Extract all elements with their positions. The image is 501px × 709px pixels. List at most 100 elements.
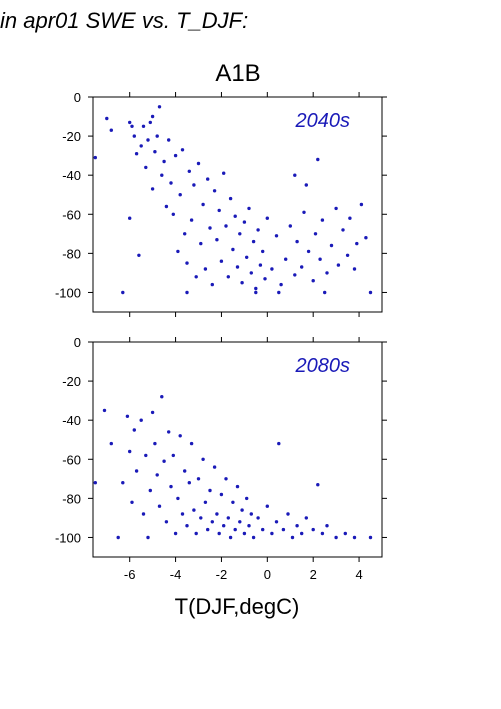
panel-1-point bbox=[109, 128, 114, 132]
panel-1-point bbox=[217, 208, 221, 213]
panel-2-point bbox=[169, 484, 173, 489]
panel-1-point bbox=[265, 216, 269, 220]
panel-2-point bbox=[249, 512, 253, 516]
panel-1-point bbox=[212, 189, 217, 193]
panel-2-point bbox=[238, 520, 242, 524]
panel-1-point bbox=[261, 249, 265, 254]
panel-1-point bbox=[208, 226, 212, 230]
panel-1-point bbox=[210, 282, 214, 287]
panel-1-point bbox=[128, 216, 132, 220]
panel-2-point bbox=[242, 531, 247, 536]
panel-1-point bbox=[226, 275, 230, 279]
panel-2-point bbox=[277, 441, 281, 446]
panel-2-point bbox=[368, 535, 373, 540]
panel-1-point bbox=[245, 255, 249, 259]
panel-1-point bbox=[313, 232, 318, 236]
panel-1-point bbox=[189, 218, 194, 222]
panel-1-point bbox=[219, 259, 224, 263]
panel-1-point bbox=[251, 239, 256, 244]
panel-1-point bbox=[284, 257, 288, 261]
panel-1-point bbox=[222, 171, 226, 175]
panel-1-point bbox=[256, 228, 260, 232]
panel-2-point bbox=[219, 492, 224, 497]
panel-1-point bbox=[235, 265, 240, 269]
panel-2-point bbox=[183, 469, 187, 473]
panel-1-point bbox=[329, 243, 334, 248]
panel-2-x-tick-label: -2 bbox=[216, 567, 228, 582]
panel-2-point bbox=[226, 516, 230, 520]
panel-2-point bbox=[189, 441, 194, 446]
panel-2-point bbox=[343, 531, 347, 536]
panel-2-point bbox=[139, 418, 143, 422]
panel-1-y-tick-label: -20 bbox=[62, 129, 81, 144]
panel-1-point bbox=[277, 290, 281, 295]
panel-1-label: 2040s bbox=[295, 110, 351, 132]
panel-1-y-tick-label: -60 bbox=[62, 207, 81, 222]
panel-1-point bbox=[173, 153, 178, 158]
panel-1-point bbox=[355, 241, 359, 246]
panel-2-point bbox=[167, 430, 171, 434]
panel-1-point bbox=[341, 228, 345, 232]
panel-2-point bbox=[212, 465, 217, 469]
panel-1-point bbox=[144, 165, 148, 170]
panel-2-point bbox=[109, 441, 114, 446]
panel-2-point bbox=[130, 500, 134, 504]
panels-group: 0-20-40-60-80-1002040s0-20-40-60-80-100-… bbox=[55, 90, 387, 582]
panel-2-point bbox=[304, 516, 308, 520]
panel-2-point bbox=[256, 516, 260, 520]
panel-2-point bbox=[93, 481, 98, 485]
panel-1-y-tick-label: 0 bbox=[74, 90, 81, 105]
panel-1-point bbox=[132, 134, 136, 138]
panel-2-point bbox=[187, 481, 191, 485]
panel-1-point bbox=[318, 257, 322, 261]
figure-header: in apr01 SWE vs. T_DJF: bbox=[0, 8, 248, 33]
panel-2-point bbox=[185, 524, 189, 528]
panel-2-point bbox=[206, 527, 210, 532]
panel-2-point bbox=[208, 488, 212, 493]
panel-1-point bbox=[201, 202, 205, 207]
panel-1-point bbox=[224, 224, 228, 228]
panel-2-y-tick-label: -20 bbox=[62, 374, 81, 389]
panel-2-x-tick-label: 4 bbox=[355, 567, 362, 582]
panel-1-point bbox=[196, 161, 201, 166]
panel-1-point bbox=[162, 159, 166, 164]
panel-1-point bbox=[242, 220, 247, 224]
panel-2-point bbox=[228, 535, 233, 540]
panel-2-point bbox=[295, 524, 299, 528]
panel-1-y-tick-label: -100 bbox=[55, 285, 81, 300]
panel-1-point bbox=[121, 290, 125, 295]
panel-1-point bbox=[316, 157, 320, 162]
panel-1-point bbox=[150, 187, 155, 191]
panel-1-frame bbox=[92, 96, 383, 313]
panel-2-point bbox=[144, 453, 148, 458]
panel-1-point bbox=[153, 150, 157, 154]
panel-2-y-tick-label: -40 bbox=[62, 413, 81, 428]
panel-1-point bbox=[311, 279, 315, 283]
panel-1-point bbox=[300, 265, 304, 269]
panel-2-point bbox=[274, 520, 279, 524]
panel-1-point bbox=[128, 120, 132, 125]
panel-1-point bbox=[352, 267, 357, 271]
panel-2-point bbox=[352, 535, 357, 540]
panel-1-point bbox=[155, 134, 159, 138]
panel-1-point bbox=[194, 275, 198, 279]
panel-2-point bbox=[148, 488, 152, 493]
panel-2-x-tick-label: -4 bbox=[170, 567, 182, 582]
panel-1-point bbox=[270, 267, 274, 271]
panel-2-x-tick-label: -6 bbox=[124, 567, 136, 582]
panel-2-point bbox=[265, 504, 269, 508]
panel-1-point bbox=[93, 155, 98, 160]
panel-2-point bbox=[132, 428, 136, 432]
panel-2-point bbox=[334, 535, 338, 540]
panel-1-point bbox=[199, 241, 203, 246]
panel-1-point bbox=[231, 247, 235, 252]
panel-2-point bbox=[201, 457, 205, 461]
panel-2-point bbox=[134, 469, 139, 473]
panel-2-point bbox=[199, 516, 203, 520]
panel-1-point bbox=[254, 290, 258, 295]
panel-1-point bbox=[146, 138, 150, 142]
panel-1-point bbox=[274, 234, 279, 238]
panel-2-point bbox=[286, 512, 290, 516]
panel-2-point bbox=[128, 449, 132, 454]
panel-1-point bbox=[185, 290, 189, 295]
